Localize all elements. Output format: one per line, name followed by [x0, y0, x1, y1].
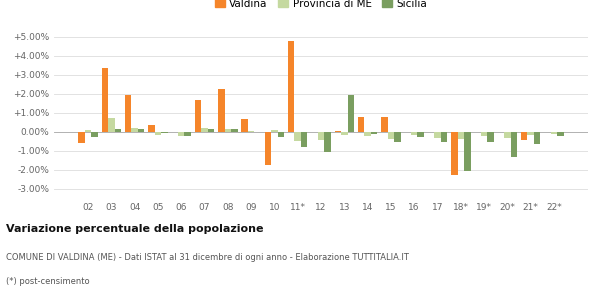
Bar [551, 131, 557, 134]
Bar [441, 131, 447, 142]
Bar [254, 131, 261, 132]
Bar [341, 131, 347, 135]
Bar [125, 95, 131, 131]
Bar [381, 117, 388, 131]
Bar [458, 131, 464, 139]
Bar [208, 129, 214, 131]
Bar [78, 131, 85, 143]
Bar [527, 131, 534, 135]
Bar [218, 89, 224, 131]
Bar [172, 131, 178, 132]
Bar [115, 129, 121, 131]
Bar [534, 131, 541, 144]
Bar [161, 131, 168, 134]
Bar [481, 131, 487, 136]
Bar [184, 131, 191, 136]
Bar [85, 130, 91, 131]
Bar [201, 128, 208, 131]
Bar [278, 131, 284, 137]
Bar [138, 129, 145, 131]
Bar [195, 100, 201, 131]
Bar [347, 95, 354, 131]
Bar [224, 129, 231, 131]
Bar [335, 130, 341, 131]
Legend: Valdina, Provincia di ME, Sicilia: Valdina, Provincia di ME, Sicilia [211, 0, 431, 13]
Bar [504, 131, 511, 138]
Bar [231, 129, 238, 131]
Bar [318, 131, 324, 140]
Bar [241, 119, 248, 131]
Bar [487, 131, 494, 142]
Bar [178, 131, 184, 136]
Bar [557, 131, 564, 136]
Bar [108, 118, 115, 131]
Bar [91, 131, 98, 137]
Text: COMUNE DI VALDINA (ME) - Dati ISTAT al 31 dicembre di ogni anno - Elaborazione T: COMUNE DI VALDINA (ME) - Dati ISTAT al 3… [6, 253, 409, 262]
Bar [511, 131, 517, 157]
Bar [521, 131, 527, 140]
Bar [394, 131, 401, 142]
Text: Variazione percentuale della popolazione: Variazione percentuale della popolazione [6, 224, 263, 235]
Bar [434, 131, 441, 138]
Bar [464, 131, 470, 171]
Bar [101, 68, 108, 131]
Bar [148, 125, 155, 131]
Bar [418, 131, 424, 137]
Bar [411, 131, 418, 135]
Bar [371, 131, 377, 134]
Bar [295, 131, 301, 141]
Bar [388, 131, 394, 139]
Bar [288, 41, 295, 131]
Bar [451, 131, 458, 175]
Text: (*) post-censimento: (*) post-censimento [6, 277, 89, 286]
Bar [248, 130, 254, 131]
Bar [364, 131, 371, 136]
Bar [131, 128, 138, 131]
Bar [324, 131, 331, 152]
Bar [358, 117, 364, 131]
Bar [155, 131, 161, 135]
Bar [301, 131, 307, 147]
Bar [271, 130, 278, 131]
Bar [265, 131, 271, 165]
